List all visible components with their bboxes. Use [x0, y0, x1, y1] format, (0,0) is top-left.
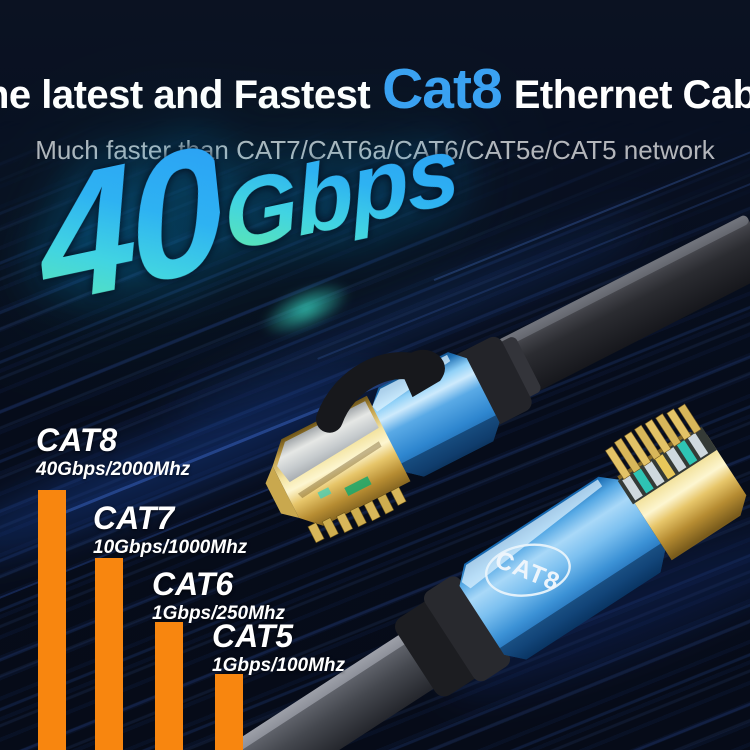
- cat7-spec: 10Gbps/1000Mhz: [93, 537, 248, 559]
- cat6-spec: 1Gbps/250Mhz: [152, 603, 286, 625]
- cat6-label: CAT6 1Gbps/250Mhz: [152, 566, 286, 625]
- cat8-name: CAT8: [36, 422, 118, 458]
- title-highlight-cat8: Cat8: [382, 57, 503, 121]
- title-prefix: The latest and Fastest: [0, 73, 371, 117]
- speed-unit: Gbps: [218, 115, 463, 273]
- latch-clip-icon: [315, 349, 445, 433]
- cat5-bar: [215, 674, 243, 750]
- speed-number: 40: [29, 108, 230, 343]
- rj45-connector-top-icon: [265, 215, 750, 544]
- cat8-bar: [38, 490, 66, 750]
- page-title: The latest and Fastest Cat8 Ethernet Cab…: [0, 56, 750, 122]
- cat7-label: CAT7 10Gbps/1000Mhz: [93, 500, 248, 559]
- rj45-connector-bottom-icon: CAT8: [158, 403, 747, 750]
- gold-comb-teeth-icon: [604, 403, 702, 480]
- gold-comb-teeth-icon: [307, 486, 407, 544]
- cat7-name: CAT7: [93, 500, 175, 536]
- cat5-spec: 1Gbps/100Mhz: [212, 655, 346, 677]
- cat8-spec: 40Gbps/2000Mhz: [36, 459, 191, 481]
- cat5-name: CAT5: [212, 618, 294, 654]
- cat5-label: CAT5 1Gbps/100Mhz: [212, 618, 346, 677]
- subtitle: Much faster than CAT7/CAT6a/CAT6/CAT5e/C…: [35, 135, 715, 165]
- cat7-bar: [95, 558, 123, 750]
- cat6-bar: [155, 622, 183, 750]
- title-suffix: Ethernet Cable: [513, 73, 750, 117]
- cat6-name: CAT6: [152, 566, 234, 602]
- cat8-label: CAT8 40Gbps/2000Mhz: [36, 422, 191, 481]
- contact-pins-icon: [622, 432, 709, 501]
